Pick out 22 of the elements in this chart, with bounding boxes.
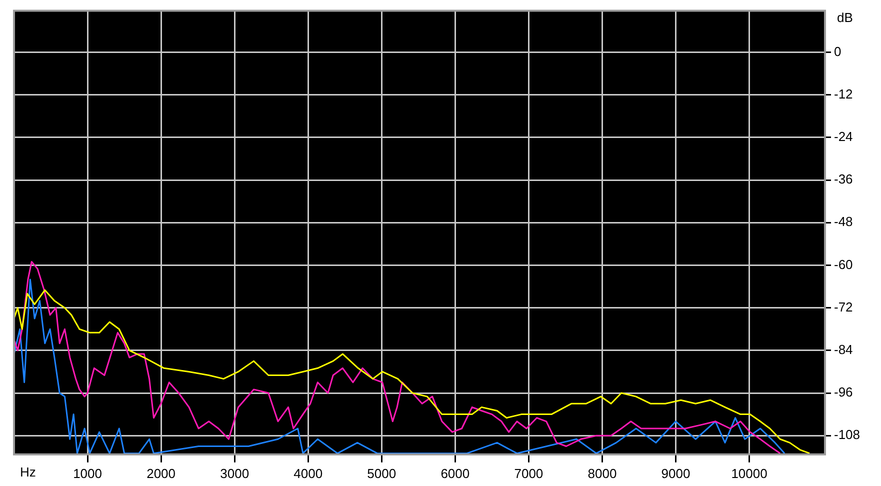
x-tick-label: 4000 [294,466,323,481]
x-tick-label: 5000 [367,466,396,481]
y-tick-label: -48 [834,214,853,230]
x-tick-label: 10000 [731,466,768,481]
x-tick-label: 6000 [440,466,470,481]
x-tick-label: 2000 [146,466,176,481]
x-axis-title: Hz [20,464,36,480]
y-tick-label: -36 [834,172,853,187]
y-axis-title: dB [837,10,853,25]
y-tick-label: -60 [834,256,853,272]
y-tick-label: -108 [834,427,860,442]
x-tick-label: 7000 [514,466,544,481]
y-tick-label: -24 [834,129,853,144]
x-tick-label: 1000 [73,466,102,481]
y-tick-label: -96 [834,384,853,400]
x-tick-label: 9000 [661,466,690,481]
y-tick-label: -72 [834,299,853,314]
x-tick-label: 3000 [220,466,250,481]
y-tick-label: -84 [834,342,853,357]
y-tick-label: -12 [834,86,853,102]
x-tick-label: 8000 [588,466,617,481]
y-tick-label: 0 [834,44,842,59]
